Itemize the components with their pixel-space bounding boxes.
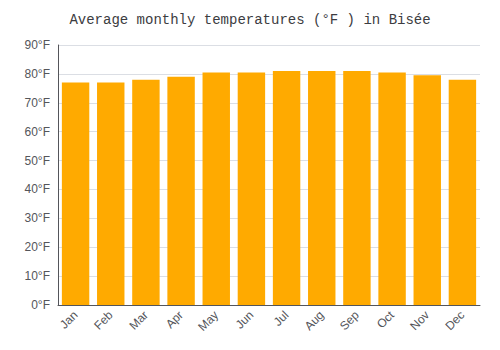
svg-text:80°F: 80°F bbox=[25, 67, 50, 81]
svg-text:Sep: Sep bbox=[337, 308, 362, 333]
svg-text:Average monthly temperatures (: Average monthly temperatures (°F ) in Bi… bbox=[69, 12, 430, 28]
svg-text:30°F: 30°F bbox=[25, 211, 50, 225]
svg-text:Jan: Jan bbox=[57, 308, 81, 332]
svg-text:90°F: 90°F bbox=[25, 38, 50, 52]
svg-text:20°F: 20°F bbox=[25, 240, 50, 254]
svg-text:50°F: 50°F bbox=[25, 154, 50, 168]
svg-text:0°F: 0°F bbox=[31, 298, 50, 312]
svg-text:60°F: 60°F bbox=[25, 125, 50, 139]
svg-text:Jul: Jul bbox=[271, 308, 292, 329]
svg-text:Apr: Apr bbox=[163, 308, 186, 331]
svg-text:Feb: Feb bbox=[91, 308, 116, 333]
svg-text:Mar: Mar bbox=[126, 308, 151, 332]
svg-text:May: May bbox=[195, 308, 221, 334]
svg-text:70°F: 70°F bbox=[25, 96, 50, 110]
svg-text:Oct: Oct bbox=[374, 308, 398, 332]
svg-text:40°F: 40°F bbox=[25, 182, 50, 196]
svg-text:Jun: Jun bbox=[233, 308, 257, 332]
svg-text:10°F: 10°F bbox=[25, 269, 50, 283]
svg-text:Aug: Aug bbox=[302, 308, 327, 333]
svg-text:Dec: Dec bbox=[442, 308, 467, 333]
svg-text:Nov: Nov bbox=[407, 308, 432, 333]
